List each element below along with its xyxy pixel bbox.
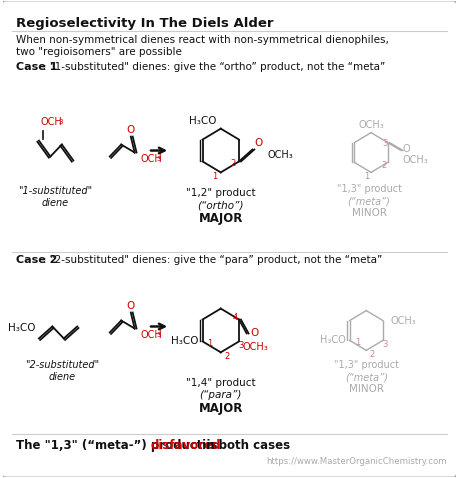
- Text: OCH: OCH: [140, 154, 162, 164]
- Text: (“meta”): (“meta”): [345, 372, 388, 382]
- Text: 3: 3: [156, 156, 161, 163]
- Text: When non-symmetrical dienes react with non-symmetrical dienophiles,: When non-symmetrical dienes react with n…: [16, 35, 389, 45]
- Text: 4: 4: [233, 313, 238, 322]
- Text: OCH₃: OCH₃: [391, 315, 416, 326]
- Text: 1: 1: [208, 339, 213, 348]
- Text: 3: 3: [382, 139, 387, 148]
- Text: MINOR: MINOR: [352, 208, 387, 218]
- Text: OCH₃: OCH₃: [403, 155, 428, 165]
- Text: 1: 1: [355, 338, 360, 347]
- Text: MINOR: MINOR: [349, 384, 384, 394]
- Text: Regioselectivity In The Diels Alder: Regioselectivity In The Diels Alder: [16, 17, 273, 30]
- Text: 1: 1: [364, 172, 369, 181]
- Text: two "regioisomers" are possible: two "regioisomers" are possible: [16, 47, 182, 57]
- Text: H₃CO: H₃CO: [190, 116, 217, 126]
- Text: "1,3" product: "1,3" product: [334, 360, 399, 370]
- Text: OCH₃: OCH₃: [358, 120, 384, 130]
- FancyBboxPatch shape: [1, 0, 457, 478]
- Text: The "1,3" (“meta-”) product is: The "1,3" (“meta-”) product is: [16, 439, 221, 452]
- Text: 3: 3: [238, 341, 244, 350]
- Text: 3: 3: [58, 119, 63, 125]
- Text: 2: 2: [369, 350, 374, 359]
- Text: disfavored: disfavored: [151, 439, 221, 452]
- Text: O: O: [255, 138, 263, 148]
- Text: "1,2" product: "1,2" product: [186, 188, 255, 198]
- Text: O: O: [127, 125, 135, 135]
- Text: diene: diene: [48, 372, 75, 382]
- Text: 2: 2: [231, 159, 236, 168]
- Text: in both cases: in both cases: [198, 439, 290, 452]
- Text: "1,4" product: "1,4" product: [186, 378, 255, 388]
- Text: 2: 2: [224, 352, 229, 361]
- Text: (“ortho”): (“ortho”): [198, 200, 244, 210]
- Text: OCH₃: OCH₃: [268, 151, 293, 161]
- Text: OCH₃: OCH₃: [243, 342, 269, 352]
- Text: 3: 3: [382, 340, 387, 349]
- Text: "1-substituted": "1-substituted": [18, 186, 92, 196]
- Text: OCH: OCH: [41, 117, 63, 127]
- Text: (“para”): (“para”): [200, 390, 242, 400]
- Text: 3: 3: [156, 333, 161, 338]
- Text: (“meta”): (“meta”): [348, 196, 391, 206]
- Text: MAJOR: MAJOR: [199, 212, 243, 225]
- Text: https://www.MasterOrganicChemistry.com: https://www.MasterOrganicChemistry.com: [266, 456, 447, 466]
- Text: O: O: [127, 301, 135, 311]
- Text: : "2-substituted" dienes: give the “para” product, not the “meta”: : "2-substituted" dienes: give the “para…: [43, 255, 382, 265]
- Text: O: O: [403, 143, 410, 153]
- Text: diene: diene: [42, 198, 69, 208]
- Text: O: O: [250, 328, 259, 338]
- Text: "2-substituted": "2-substituted": [25, 360, 99, 370]
- Text: H₃CO: H₃CO: [320, 336, 346, 346]
- Text: MAJOR: MAJOR: [199, 402, 243, 415]
- Text: 2: 2: [381, 161, 386, 170]
- Text: OCH: OCH: [140, 330, 162, 340]
- Text: H₃CO: H₃CO: [8, 324, 35, 334]
- Text: Case 2: Case 2: [16, 255, 57, 265]
- Text: "1,3" product: "1,3" product: [337, 185, 401, 195]
- Text: 1: 1: [212, 172, 218, 181]
- Text: Case 1: Case 1: [16, 62, 57, 72]
- Text: H₃CO: H₃CO: [171, 337, 199, 347]
- Text: : "1-substituted" dienes: give the “ortho” product, not the “meta”: : "1-substituted" dienes: give the “orth…: [43, 62, 385, 72]
